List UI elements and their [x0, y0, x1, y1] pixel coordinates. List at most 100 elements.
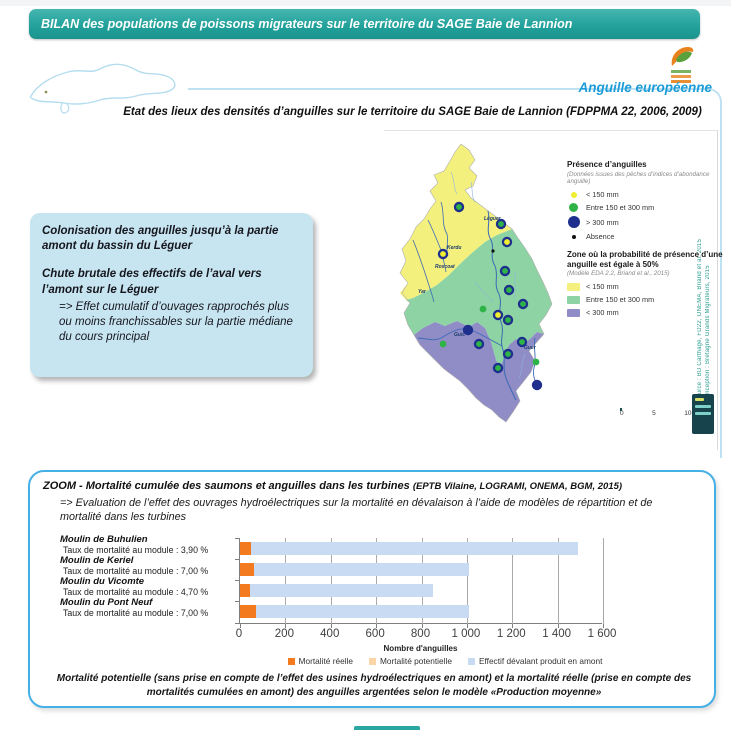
bar-chart-plot — [235, 538, 604, 628]
chart-category-labels: Moulin de Buhulien Taux de mortalité au m… — [60, 534, 238, 620]
gridline — [466, 538, 468, 624]
legend-dot-icon — [570, 191, 577, 198]
bar-mortalite-reelle — [240, 563, 254, 576]
legend-item: Entre 150 et 300 mm — [567, 203, 723, 213]
mill-mortality-rate: Taux de mortalité au module : 7,00 % — [63, 608, 209, 618]
x-tick-label: 800 — [410, 628, 431, 640]
legend-dot-icon — [571, 234, 576, 239]
x-tick-label: 1 200 — [496, 628, 526, 640]
y-axis-tick — [235, 601, 240, 602]
legend-item: > 300 mm — [567, 216, 723, 229]
x-axis-tick — [512, 624, 514, 628]
sample-point — [504, 239, 510, 245]
zoom-section: ZOOM - Mortalité cumulée des saumons et … — [28, 470, 716, 708]
legend-label: < 150 mm — [586, 282, 619, 292]
legend-zone-swatch-icon — [567, 295, 580, 304]
legend-presence-items: < 150 mm Entre 150 et 300 mm > 300 mm Absen… — [567, 190, 723, 241]
sample-point — [519, 339, 525, 345]
x-axis-tick — [376, 624, 378, 628]
sample-point — [495, 312, 501, 318]
sample-point — [505, 317, 511, 323]
legend-label: Mortalité potentielle — [380, 656, 452, 666]
legend-swatch-icon — [369, 657, 376, 665]
sample-point — [440, 251, 446, 257]
mill-name: Moulin du Vicomte — [60, 576, 145, 587]
gridline — [603, 538, 604, 624]
x-tick-label: 1 000 — [451, 628, 481, 640]
gridline — [557, 538, 559, 624]
legend-label: Entre 150 et 300 mm — [586, 295, 655, 305]
bgm-logo — [692, 394, 714, 434]
zone-purple — [414, 321, 544, 422]
river-label: Kerdu — [447, 245, 461, 251]
chart-legend-item: Mortalité réelle — [287, 656, 353, 666]
map-source-text: Source : BD Carthage, FD22, ONEMA, Brian… — [697, 238, 703, 402]
gridline — [285, 538, 287, 624]
sample-point — [505, 351, 511, 357]
x-axis-tick — [330, 624, 332, 628]
river-label: Guer — [524, 345, 537, 351]
map-plate-right-edge — [717, 130, 718, 450]
legend-presence-title: Présence d’anguilles — [567, 160, 647, 169]
zone-green — [404, 229, 552, 368]
mill-label: Moulin du Vicomte Taux de mortalité au mo… — [60, 576, 238, 597]
legend-zone-swatch-icon — [567, 282, 580, 291]
species-label: Anguille européenne — [578, 80, 712, 95]
mill-mortality-rate: Taux de mortalité au module : 4,70 % — [63, 587, 209, 597]
eel-drawing-icon — [29, 63, 176, 114]
map-conception-text: Conception : Bretagne Grands Migrateurs,… — [705, 265, 711, 402]
sample-point — [502, 268, 508, 274]
legend-item: < 300 mm — [567, 308, 723, 317]
x-tick-label: 600 — [365, 628, 385, 640]
bar-effectif-devalant — [255, 605, 470, 618]
bar-mortalite-reelle — [240, 584, 251, 597]
sample-point — [495, 365, 501, 371]
x-axis-tick — [240, 624, 241, 628]
sample-point — [476, 341, 482, 347]
zoom-title-source: (EPTB Vilaine, LOGRAMI, ONEMA, BGM, 2015… — [412, 481, 623, 492]
scalebar-0: 0 — [620, 410, 624, 417]
legend-label: < 300 mm — [586, 308, 619, 318]
legend-label: Mortalité réelle — [298, 656, 353, 666]
mill-label: Moulin du Pont Neuf Taux de mortalité au … — [60, 597, 238, 618]
scalebar-5: 5 — [652, 410, 656, 417]
zoom-subtitle: => Evaluation de l’effet des ouvrages hy… — [60, 497, 653, 524]
y-axis-tick — [235, 559, 240, 560]
info-paragraph-2: Chute brutale des effectifs de l’aval ve… — [42, 268, 262, 296]
bar-row — [240, 563, 470, 576]
zone-yellow — [400, 144, 512, 300]
chart-legend-item: Mortalité potentielle — [369, 656, 452, 666]
sample-point — [491, 249, 495, 253]
x-tick-label: 1 600 — [587, 628, 617, 640]
x-tick-label: 1 400 — [542, 628, 572, 640]
scalebar-labels: 0 5 10 km — [620, 410, 702, 417]
legend-item: Absence — [567, 232, 723, 241]
top-strip — [0, 0, 731, 6]
legend-zone-items: < 150 mm Entre 150 et 300 mm < 300 mm — [567, 282, 723, 317]
mill-label: Moulin de Buhulien Taux de mortalité au m… — [60, 534, 238, 555]
legend-item: < 150 mm — [567, 190, 723, 199]
legend-item: Entre 150 et 300 mm — [567, 295, 723, 304]
x-axis-tick — [421, 624, 423, 628]
sample-point — [532, 358, 540, 366]
sample-point — [462, 324, 474, 336]
x-tick-label: 200 — [274, 628, 294, 640]
chart-x-axis-title: Nombre d'anguilles — [383, 644, 458, 653]
mill-name: Moulin du Pont Neuf — [60, 597, 153, 608]
x-tick-label: 0 — [235, 628, 243, 640]
chart-legend-item: Effectif dévalant produit en amont — [467, 656, 602, 666]
legend-dot-icon — [567, 216, 580, 229]
bar-effectif-devalant — [251, 542, 579, 555]
bar-row — [240, 584, 433, 597]
page-title: BILAN des populations de poissons migrat… — [41, 17, 573, 31]
bar-row — [240, 605, 470, 618]
legend-item: < 150 mm — [567, 282, 723, 291]
sample-point — [498, 221, 504, 227]
bar-effectif-devalant — [253, 563, 470, 576]
river-label: Guic — [454, 332, 465, 338]
gridline — [421, 538, 423, 624]
sample-point — [439, 340, 447, 348]
legend-zone-title: Zone où la probabilité de présence d’une… — [567, 250, 723, 269]
sample-point — [506, 287, 512, 293]
mill-mortality-rate: Taux de mortalité au module : 7,00 % — [63, 566, 209, 576]
